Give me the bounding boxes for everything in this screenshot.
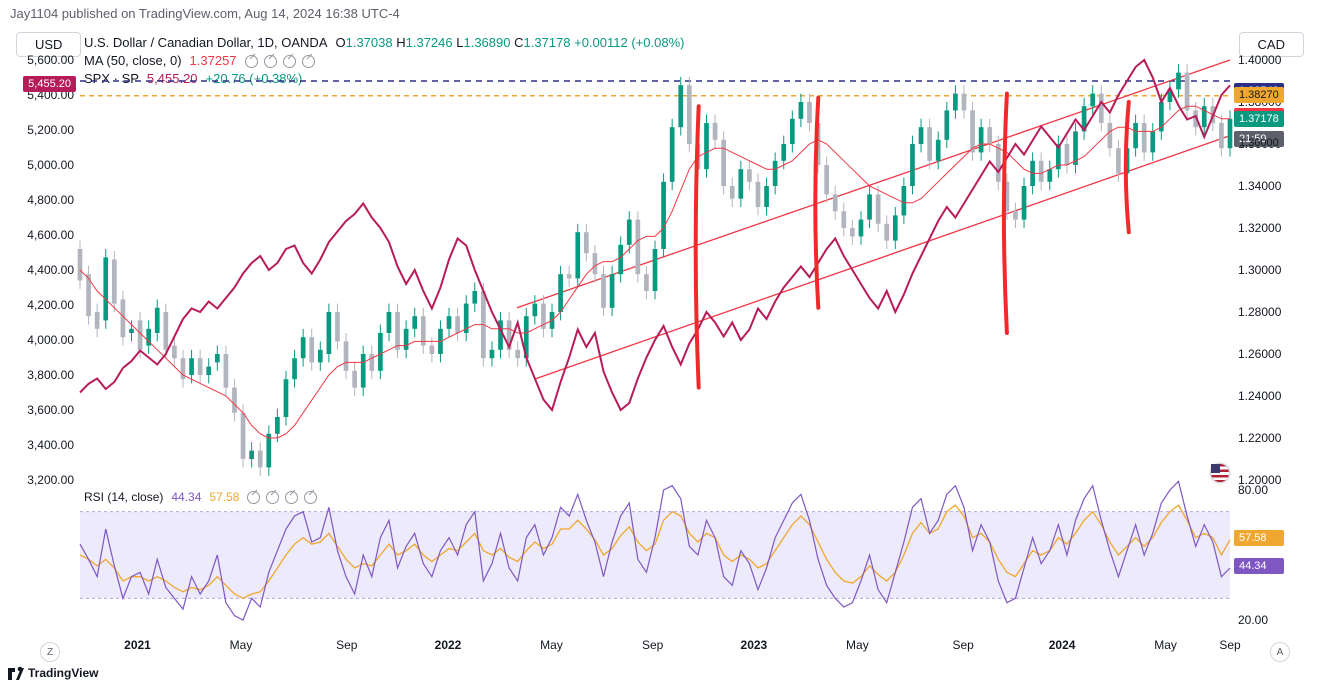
x-tick: Sep xyxy=(642,638,663,652)
price-tag: 1.37178 xyxy=(1234,111,1284,127)
y-tick-right: 1.32000 xyxy=(1238,221,1281,235)
rsi-tag: 44.34 xyxy=(1234,558,1284,574)
y-tick-left: 5,600.00 xyxy=(27,53,74,67)
x-tick: May xyxy=(1154,638,1177,652)
y-tick-right: 1.30000 xyxy=(1238,263,1281,277)
price-tag-left: 5,455.20 xyxy=(23,76,76,92)
rsi-chart[interactable] xyxy=(80,490,1230,620)
flag-icon[interactable] xyxy=(1210,463,1230,483)
price-tag: 1.38270 xyxy=(1234,87,1284,103)
x-tick: Sep xyxy=(953,638,974,652)
y-tick-left: 3,600.00 xyxy=(27,403,74,417)
y-tick-left: 4,200.00 xyxy=(27,298,74,312)
x-tick: Sep xyxy=(336,638,357,652)
y-tick-right: 1.34000 xyxy=(1238,179,1281,193)
y-tick-right: 1.22000 xyxy=(1238,431,1281,445)
y-tick-right: 1.28000 xyxy=(1238,305,1281,319)
reset-zoom-left[interactable]: Z xyxy=(40,642,60,662)
y-tick-left: 4,800.00 xyxy=(27,193,74,207)
l-value: 1.36890 xyxy=(463,35,510,50)
price-tag: 1.36000 xyxy=(1234,135,1284,151)
y-tick-right: 1.24000 xyxy=(1238,389,1281,403)
y-tick-right: 1.40000 xyxy=(1238,53,1281,67)
x-tick: May xyxy=(846,638,869,652)
x-tick: 2022 xyxy=(435,638,462,652)
c-value: 1.37178 xyxy=(524,35,571,50)
logo-text: TradingView xyxy=(28,666,98,680)
symbol-label[interactable]: U.S. Dollar / Canadian Dollar, 1D, OANDA xyxy=(84,34,327,52)
x-tick: 2024 xyxy=(1049,638,1076,652)
change-value: +0.00112 (+0.08%) xyxy=(574,35,684,50)
x-tick: 2021 xyxy=(124,638,151,652)
y-tick-right: 1.26000 xyxy=(1238,347,1281,361)
y-tick-left: 4,600.00 xyxy=(27,228,74,242)
y-tick-left: 4,400.00 xyxy=(27,263,74,277)
rsi-y-tick: 80.00 xyxy=(1238,483,1268,497)
y-tick-left: 5,000.00 xyxy=(27,158,74,172)
publish-header: Jay1104 published on TradingView.com, Au… xyxy=(10,6,400,21)
x-tick: 2023 xyxy=(741,638,768,652)
ohlc-values: O1.37038 H1.37246 L1.36890 C1.37178 +0.0… xyxy=(335,34,684,52)
y-tick-left: 3,400.00 xyxy=(27,438,74,452)
rsi-y-tick: 20.00 xyxy=(1238,613,1268,627)
y-tick-left: 3,200.00 xyxy=(27,473,74,487)
h-value: 1.37246 xyxy=(406,35,453,50)
main-chart[interactable] xyxy=(80,60,1230,480)
y-tick-left: 4,000.00 xyxy=(27,333,74,347)
y-tick-left: 5,200.00 xyxy=(27,123,74,137)
reset-zoom-right[interactable]: A xyxy=(1270,642,1290,662)
tradingview-logo[interactable]: TradingView xyxy=(8,666,98,680)
o-value: 1.37038 xyxy=(346,35,393,50)
o-label: O xyxy=(335,35,345,50)
x-tick: May xyxy=(540,638,563,652)
y-tick-left: 3,800.00 xyxy=(27,368,74,382)
h-label: H xyxy=(396,35,405,50)
rsi-tag: 57.58 xyxy=(1234,530,1284,546)
x-tick: May xyxy=(230,638,253,652)
x-tick: Sep xyxy=(1219,638,1240,652)
c-label: C xyxy=(514,35,523,50)
